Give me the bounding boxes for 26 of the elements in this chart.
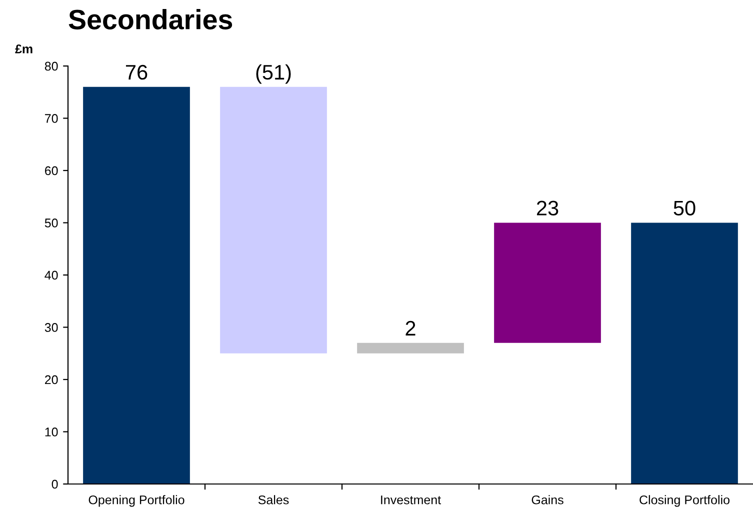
bar: [357, 342, 464, 354]
y-tick-label: 40: [44, 270, 58, 280]
y-tick-label: 30: [44, 323, 58, 332]
x-tick-label: Closing Portfolio: [640, 495, 730, 507]
y-tick-label: 70: [45, 114, 58, 123]
x-tick-label: Investment: [381, 496, 441, 504]
bar: [220, 86, 327, 354]
y-tick-label: 50: [44, 218, 58, 228]
data-label: 76: [126, 64, 148, 80]
y-tick-label: 20: [45, 375, 58, 384]
y-tick-label: 10: [45, 428, 58, 436]
y-tick-label: 80: [44, 62, 58, 71]
chart-title: Secondaries: [68, 9, 232, 30]
bar: [631, 222, 738, 484]
bar: [494, 222, 601, 343]
x-tick-label: Sales: [258, 495, 289, 504]
y-tick-label: 60: [45, 166, 58, 176]
y-axis-title: £m: [15, 44, 32, 54]
data-label: (51): [256, 64, 291, 84]
data-label: 2: [406, 320, 416, 336]
bar: [83, 86, 190, 484]
data-label: 23: [536, 200, 558, 216]
x-tick-label: Gains: [532, 495, 564, 504]
data-label: 50: [674, 200, 696, 216]
x-tick-label: Opening Portfolio: [88, 495, 184, 507]
y-tick-label: 0: [52, 480, 58, 489]
